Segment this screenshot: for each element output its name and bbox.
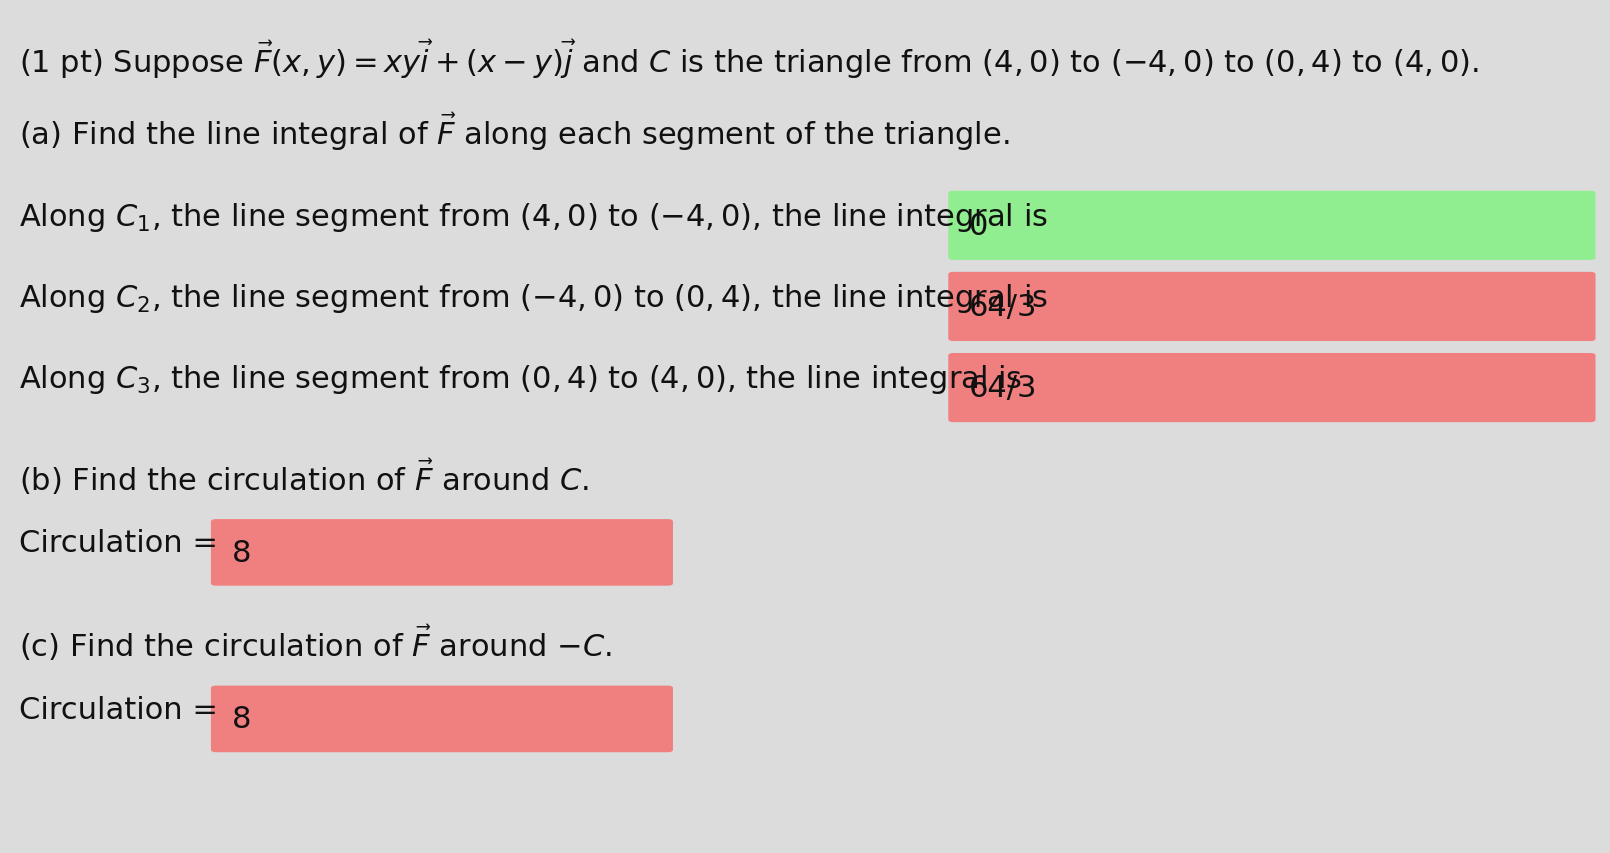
FancyBboxPatch shape	[211, 686, 673, 752]
Text: 64/3: 64/3	[969, 293, 1038, 322]
Text: 64/3: 64/3	[969, 374, 1038, 403]
Text: Circulation =: Circulation =	[19, 695, 219, 724]
Text: Along $C_2$, the line segment from $(-4, 0)$ to $(0, 4)$, the line integral is: Along $C_2$, the line segment from $(-4,…	[19, 281, 1048, 315]
Text: Circulation =: Circulation =	[19, 529, 219, 558]
Text: 0: 0	[969, 212, 989, 241]
Text: 8: 8	[232, 538, 251, 567]
Text: (b) Find the circulation of $\vec{F}$ around $C$.: (b) Find the circulation of $\vec{F}$ ar…	[19, 456, 589, 496]
Text: (a) Find the line integral of $\vec{F}$ along each segment of the triangle.: (a) Find the line integral of $\vec{F}$ …	[19, 111, 1009, 153]
Text: (1 pt) Suppose $\vec{F}(x, y) = xy\vec{i} + (x - y)\vec{j}$ and $C$ is the trian: (1 pt) Suppose $\vec{F}(x, y) = xy\vec{i…	[19, 38, 1480, 81]
FancyBboxPatch shape	[948, 273, 1596, 341]
FancyBboxPatch shape	[948, 353, 1596, 423]
Text: (c) Find the circulation of $\vec{F}$ around $-C$.: (c) Find the circulation of $\vec{F}$ ar…	[19, 623, 612, 663]
Text: Along $C_3$, the line segment from $(0, 4)$ to $(4, 0)$, the line integral is: Along $C_3$, the line segment from $(0, …	[19, 363, 1022, 396]
FancyBboxPatch shape	[948, 191, 1596, 260]
FancyBboxPatch shape	[211, 519, 673, 586]
Text: 8: 8	[232, 705, 251, 734]
Text: Along $C_1$, the line segment from $(4, 0)$ to $(-4, 0)$, the line integral is: Along $C_1$, the line segment from $(4, …	[19, 200, 1048, 234]
